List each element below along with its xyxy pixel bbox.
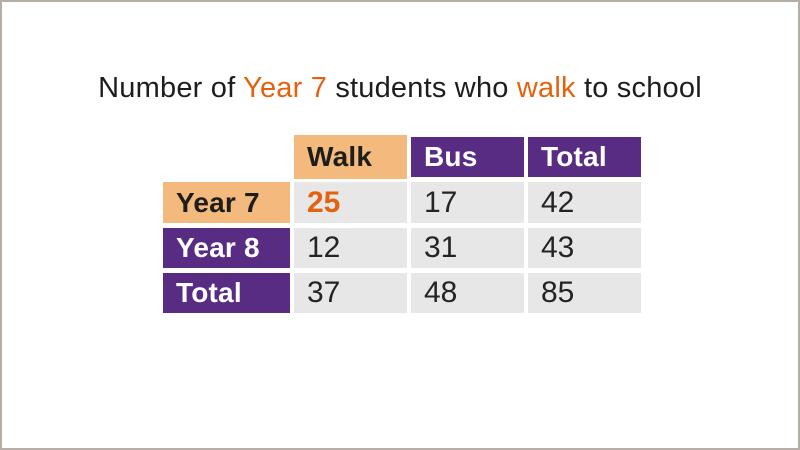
row-header-total: Total	[163, 273, 290, 313]
col-header-walk: Walk	[294, 135, 407, 179]
cell-year8-walk: 12	[294, 228, 407, 268]
title-text: Number of	[98, 72, 244, 104]
title-text: to school	[575, 72, 702, 104]
cell-total-total: 85	[528, 273, 641, 313]
cell-total-bus: 48	[411, 273, 524, 313]
title-accent-year7: Year 7	[243, 72, 328, 104]
cell-year7-total: 42	[528, 182, 641, 223]
row-header-year8: Year 8	[163, 228, 290, 268]
cell-year8-bus: 31	[411, 228, 524, 268]
col-header-bus: Bus	[411, 137, 524, 177]
cell-year7-bus: 17	[411, 182, 524, 223]
page-title: Number of Year 7 students who walk to sc…	[2, 72, 798, 105]
col-header-total: Total	[528, 137, 641, 177]
row-header-year7: Year 7	[163, 182, 290, 223]
cell-year8-total: 43	[528, 228, 641, 268]
cell-total-walk: 37	[294, 273, 407, 313]
title-text: students who	[327, 72, 517, 104]
table-corner-cell	[163, 137, 290, 177]
two-way-table: Walk Bus Total Year 7 25 17 42 Year 8 12…	[163, 135, 641, 313]
title-accent-walk: walk	[516, 72, 576, 104]
cell-year7-walk: 25	[294, 182, 407, 223]
